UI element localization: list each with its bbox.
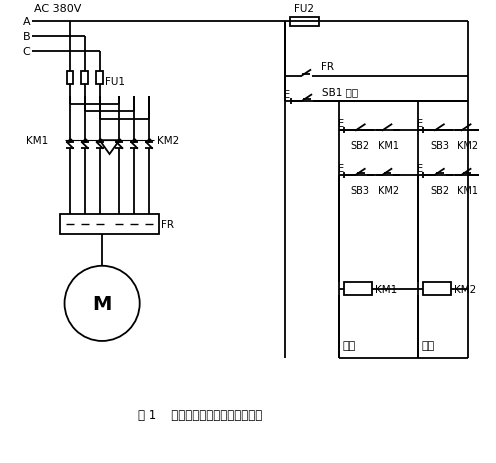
Text: A: A bbox=[23, 18, 30, 27]
Text: FR: FR bbox=[321, 62, 334, 72]
Bar bbox=[344, 282, 372, 296]
Bar bbox=[290, 18, 319, 27]
Bar bbox=[81, 72, 88, 85]
Text: M: M bbox=[92, 294, 112, 313]
Text: E: E bbox=[338, 163, 344, 174]
Text: FU1: FU1 bbox=[105, 77, 124, 87]
Bar bbox=[60, 215, 159, 235]
Text: KM1: KM1 bbox=[457, 185, 478, 195]
Text: AC 380V: AC 380V bbox=[34, 4, 82, 13]
Text: FR: FR bbox=[161, 220, 174, 230]
Circle shape bbox=[64, 266, 140, 341]
Bar bbox=[66, 72, 73, 85]
Text: E: E bbox=[338, 119, 344, 129]
Text: B: B bbox=[23, 32, 30, 42]
Text: KM2: KM2 bbox=[457, 141, 478, 151]
Text: E: E bbox=[285, 89, 291, 100]
Text: 正转: 正转 bbox=[342, 340, 356, 350]
Text: KM2: KM2 bbox=[454, 284, 476, 294]
Text: KM1: KM1 bbox=[377, 141, 399, 151]
Text: 图 1    异步电动机正反转控制电路图: 图 1 异步电动机正反转控制电路图 bbox=[138, 408, 263, 421]
Text: KM2: KM2 bbox=[377, 185, 399, 195]
Text: SB3: SB3 bbox=[430, 141, 449, 151]
Bar bbox=[423, 282, 451, 296]
Text: C: C bbox=[23, 47, 30, 57]
Text: E: E bbox=[417, 119, 423, 129]
Text: KM1: KM1 bbox=[26, 136, 48, 146]
Text: KM2: KM2 bbox=[157, 136, 179, 146]
Text: FU2: FU2 bbox=[295, 4, 314, 13]
Text: SB2: SB2 bbox=[351, 141, 370, 151]
Text: E: E bbox=[417, 163, 423, 174]
Bar bbox=[96, 72, 103, 85]
Text: SB1 停车: SB1 停车 bbox=[322, 88, 358, 97]
Text: SB2: SB2 bbox=[430, 185, 449, 195]
Text: 反转: 反转 bbox=[422, 340, 434, 350]
Text: SB3: SB3 bbox=[351, 185, 370, 195]
Text: KM1: KM1 bbox=[374, 284, 397, 294]
